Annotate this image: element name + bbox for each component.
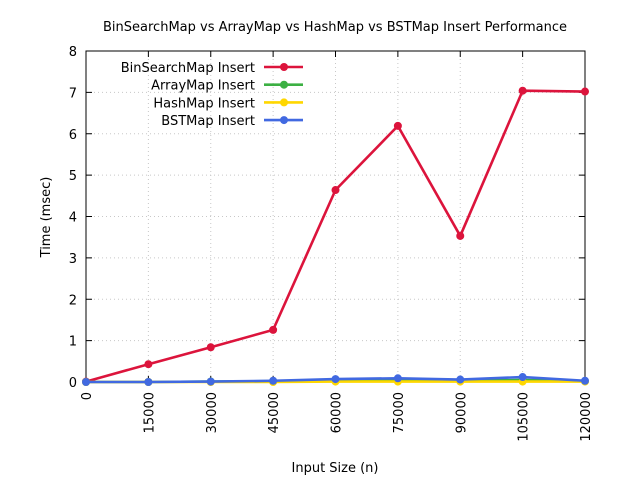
legend-swatch-point: [280, 63, 288, 71]
y-tick-label: 3: [69, 252, 77, 267]
legend-label: HashMap Insert: [153, 96, 255, 111]
series-line: [85, 89, 586, 383]
y-axis-label: Time (msec): [39, 177, 54, 259]
data-point: [456, 375, 465, 384]
data-point: [331, 186, 340, 195]
data-point: [393, 121, 402, 130]
y-tick-label: 5: [69, 169, 77, 184]
legend-label: BinSearchMap Insert: [121, 61, 255, 76]
y-tick-label: 0: [69, 376, 77, 391]
legend-entry: BSTMap Insert: [161, 114, 303, 129]
x-tick-label: 45000: [267, 392, 282, 433]
legend-entry: BinSearchMap Insert: [121, 61, 303, 76]
legend-label: ArrayMap Insert: [151, 79, 255, 94]
x-axis-label: Input Size (n): [292, 461, 379, 476]
y-tick-label: 7: [69, 86, 77, 101]
x-tick-label: 30000: [205, 392, 220, 433]
x-tick-label: 120000: [579, 392, 594, 442]
x-tick-label: 0: [80, 392, 95, 400]
legend-swatch-point: [280, 116, 288, 125]
legend-entry: ArrayMap Insert: [151, 79, 303, 94]
data-point: [269, 376, 278, 385]
x-tick-label: 60000: [330, 392, 345, 433]
data-point: [456, 231, 465, 240]
data-point: [269, 325, 278, 334]
data-point: [518, 373, 527, 382]
data-point: [581, 376, 589, 385]
legend-entry: HashMap Insert: [153, 96, 303, 111]
data-point: [393, 374, 402, 383]
data-point: [144, 360, 153, 369]
y-tick-label: 2: [69, 293, 77, 308]
x-tick-label: 75000: [392, 392, 407, 433]
chart-title: BinSearchMap vs ArrayMap vs HashMap vs B…: [103, 20, 567, 35]
x-tick-label: 90000: [454, 392, 469, 433]
y-tick-label: 6: [69, 128, 77, 143]
series-layer: [82, 86, 589, 386]
data-point: [518, 86, 527, 95]
x-tick-label: 105000: [517, 392, 532, 442]
data-point: [82, 378, 90, 386]
legend-label: BSTMap Insert: [161, 114, 255, 129]
data-point: [206, 343, 215, 352]
x-tick-label: 15000: [142, 392, 157, 433]
legend: BinSearchMap Insert ArrayMap Insert HashMa…: [121, 61, 303, 129]
data-point: [206, 377, 215, 386]
legend-swatch-point: [280, 98, 288, 107]
legend-swatch-point: [280, 80, 288, 89]
data-point: [331, 375, 340, 384]
y-tick-label: 4: [69, 211, 77, 226]
y-tick-label: 8: [69, 45, 77, 60]
series-bstmap-insert: [82, 373, 589, 386]
data-point: [144, 378, 153, 386]
data-point: [581, 87, 589, 96]
y-tick-label: 1: [69, 335, 77, 350]
